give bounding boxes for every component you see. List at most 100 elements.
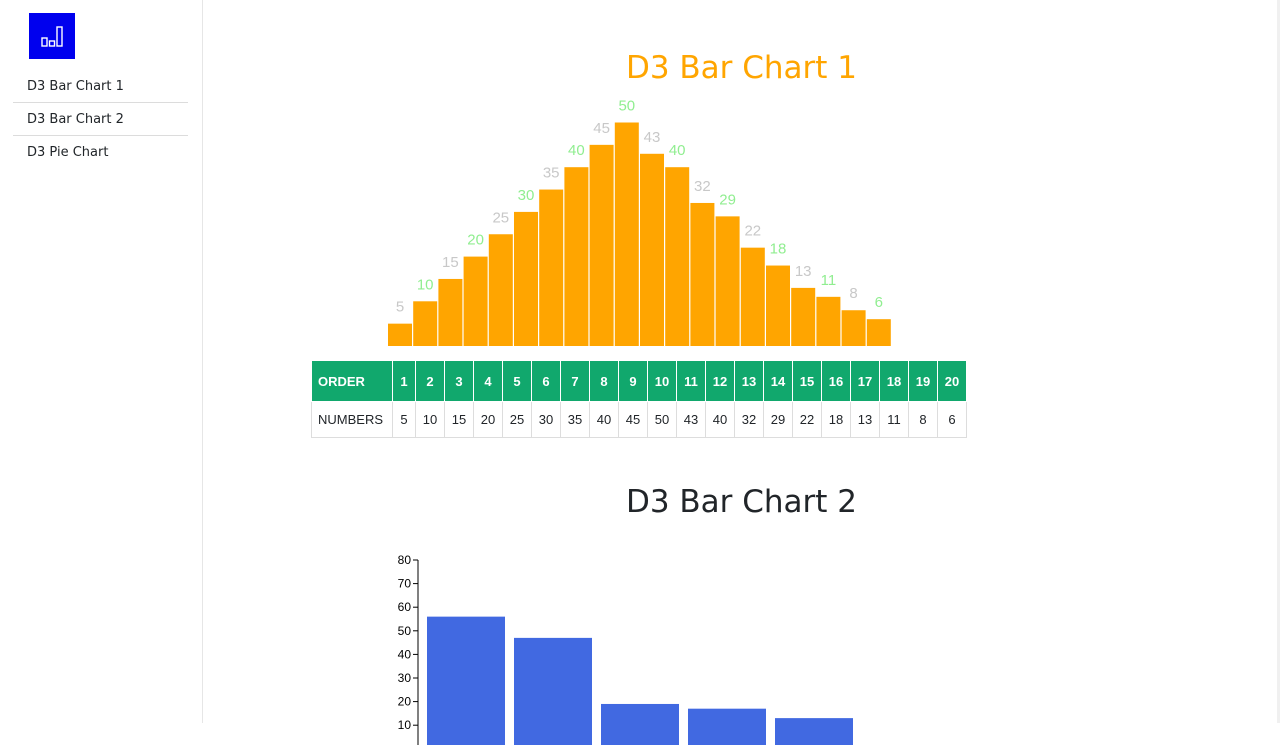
order-cell: 9 [618, 360, 648, 402]
numbers-cell: 35 [560, 401, 590, 438]
nav-item-bar-chart-2[interactable]: D3 Bar Chart 2 [13, 103, 188, 136]
bar-label-15: 22 [744, 223, 761, 240]
numbers-cell: 32 [734, 401, 764, 438]
order-cell: 5 [502, 360, 532, 402]
scrollbar-track[interactable] [1277, 0, 1280, 723]
bar-10 [614, 122, 639, 346]
order-row: ORDER 1 2 3 4 5 6 7 8 9 10 11 12 13 14 15 16 17 18 19 20 [311, 360, 967, 402]
bar-label-18: 11 [821, 272, 837, 289]
order-cell: 19 [908, 360, 938, 402]
bar-label-1: 5 [396, 299, 404, 316]
bar-label-7: 35 [543, 165, 560, 182]
numbers-cell: 10 [415, 401, 445, 438]
bar-4 [463, 256, 488, 346]
nav-item-pie-chart[interactable]: D3 Pie Chart [27, 145, 109, 160]
bar-20 [866, 319, 891, 346]
bar-8 [564, 167, 589, 346]
bar-17 [791, 287, 816, 346]
order-cell: 17 [850, 360, 880, 402]
numbers-cell: 29 [763, 401, 793, 438]
bar2-1 [427, 616, 505, 745]
bar-label-13: 32 [694, 178, 711, 195]
bar-3 [438, 278, 463, 346]
y-tick-label-80: 80 [398, 553, 412, 567]
numbers-cell: 20 [473, 401, 503, 438]
bar-label-3: 15 [442, 254, 459, 271]
bar-14 [715, 216, 740, 346]
bar-18 [816, 296, 841, 346]
numbers-cell: 40 [705, 401, 735, 438]
bar-12 [665, 167, 690, 346]
order-cell: 7 [560, 360, 590, 402]
bar-15 [740, 247, 765, 346]
y-tick-label-70: 70 [398, 577, 412, 591]
order-cell: 18 [879, 360, 909, 402]
bar-2 [413, 301, 438, 346]
chart2-title: D3 Bar Chart 2 [625, 484, 858, 520]
numbers-cell: 25 [502, 401, 532, 438]
bar-label-16: 18 [770, 241, 787, 258]
numbers-row: NUMBERS 5 10 15 20 25 30 35 40 45 50 43 40 32 29 22 18 1… [311, 401, 967, 438]
order-cell: 6 [531, 360, 561, 402]
sidebar-nav: D3 Bar Chart 1 D3 Bar Chart 2 D3 Pie Cha… [13, 70, 188, 169]
bar-label-9: 45 [593, 120, 610, 137]
bar2-4 [688, 708, 766, 745]
chart1-title: D3 Bar Chart 1 [625, 50, 858, 86]
bar-label-11: 43 [644, 129, 661, 146]
order-cell: 11 [676, 360, 706, 402]
order-cell: 8 [589, 360, 619, 402]
bar-13 [690, 202, 715, 346]
order-header: ORDER [311, 360, 393, 402]
bar-19 [841, 310, 866, 346]
bar-label-10: 50 [618, 98, 635, 115]
bar-16 [766, 265, 790, 346]
bar-label-12: 40 [669, 142, 686, 159]
bar-chart-logo-icon[interactable] [29, 13, 75, 59]
bar-label-19: 8 [849, 285, 857, 302]
nav-item-bar-chart-1[interactable]: D3 Bar Chart 1 [13, 70, 188, 103]
order-cell: 16 [821, 360, 851, 402]
y-tick-label-40: 40 [398, 647, 412, 661]
bar-label-6: 30 [518, 187, 535, 204]
bar-label-14: 29 [719, 191, 736, 208]
bar-6 [514, 211, 538, 346]
numbers-cell: 8 [908, 401, 938, 438]
bar-chart-2: 10 20 30 40 50 60 70 80 [398, 553, 853, 745]
bar-9 [589, 144, 614, 346]
numbers-cell: 15 [444, 401, 474, 438]
order-cell: 15 [792, 360, 822, 402]
order-cell: 3 [444, 360, 474, 402]
bar-label-5: 25 [492, 209, 509, 226]
numbers-cell: 43 [676, 401, 706, 438]
main-content: D3 Bar Chart 1 5 10 15 20 25 30 35 40 45 50 43 40 32… [203, 0, 1280, 745]
bar-label-20: 6 [875, 294, 883, 311]
y-tick-label-30: 30 [398, 671, 412, 685]
numbers-cell: 18 [821, 401, 851, 438]
y-tick-label-20: 20 [398, 695, 412, 709]
order-cell: 12 [705, 360, 735, 402]
y-tick-label-10: 10 [398, 718, 412, 732]
numbers-cell: 22 [792, 401, 822, 438]
bar-5 [488, 234, 513, 346]
bar-label-2: 10 [417, 276, 434, 293]
order-cell: 13 [734, 360, 764, 402]
bar-label-17: 13 [795, 263, 812, 280]
bar2-2 [514, 637, 592, 745]
numbers-cell: 5 [392, 401, 416, 438]
numbers-cell: 6 [937, 401, 967, 438]
order-cell: 1 [392, 360, 416, 402]
bar-1 [388, 323, 412, 346]
bar2-3 [601, 703, 679, 745]
bar-label-8: 40 [568, 142, 585, 159]
order-cell: 14 [763, 360, 793, 402]
bar2-5 [775, 718, 853, 745]
y-tick-label-60: 60 [398, 600, 412, 614]
sidebar: D3 Bar Chart 1 D3 Bar Chart 2 D3 Pie Cha… [0, 0, 203, 723]
y-tick-label-50: 50 [398, 624, 412, 638]
bar-chart-1: 5 10 15 20 25 30 35 40 45 50 43 40 32 29 22 18 13 11 8 6 [388, 98, 891, 346]
numbers-cell: 11 [879, 401, 909, 438]
bar-11 [640, 153, 664, 346]
order-cell: 20 [937, 360, 967, 402]
numbers-cell: 50 [647, 401, 677, 438]
bar-7 [539, 189, 564, 346]
